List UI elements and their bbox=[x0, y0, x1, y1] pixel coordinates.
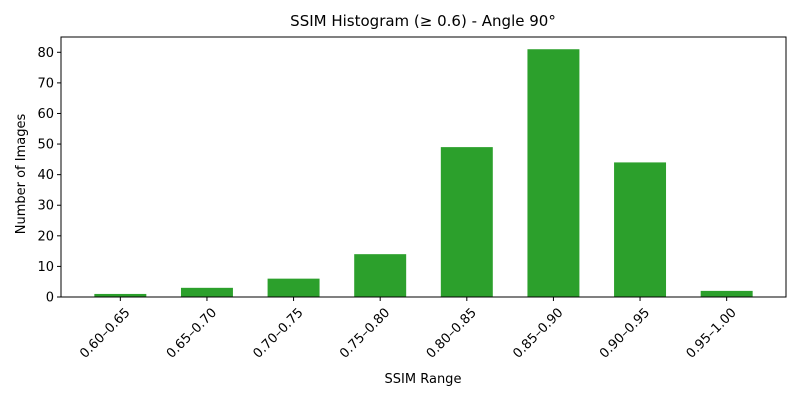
bar-0.90–0.95 bbox=[614, 162, 667, 297]
y-axis: 0 10 20 30 40 50 60 70 80 bbox=[37, 46, 61, 306]
x-axis-label: SSIM Range bbox=[385, 372, 462, 387]
x-tick-label: 0.70–0.75 bbox=[250, 305, 306, 361]
y-tick-label: 40 bbox=[37, 168, 54, 183]
bar-0.70–0.75 bbox=[267, 278, 320, 297]
x-tick-label: 0.85–0.90 bbox=[510, 305, 566, 361]
y-tick-label: 20 bbox=[37, 229, 54, 244]
plot-frame bbox=[60, 36, 787, 298]
y-tick-label: 30 bbox=[37, 199, 54, 214]
x-tick-label: 0.60–0.65 bbox=[77, 305, 133, 361]
y-axis-label: Number of Images bbox=[14, 114, 29, 235]
bar-0.60–0.65 bbox=[94, 293, 147, 297]
bar-0.65–0.70 bbox=[180, 287, 233, 297]
chart-title: SSIM Histogram (≥ 0.6) - Angle 90° bbox=[290, 12, 556, 30]
x-tick-label: 0.75–0.80 bbox=[337, 305, 393, 361]
y-tick-label: 10 bbox=[37, 260, 54, 275]
bars-layer bbox=[94, 49, 753, 298]
x-axis: 0.60–0.65 0.65–0.70 0.70–0.75 0.75–0.80 0.80… bbox=[77, 297, 740, 362]
x-tick-label: 0.65–0.70 bbox=[164, 305, 220, 361]
bar-0.80–0.85 bbox=[440, 147, 493, 297]
x-tick-label: 0.95–1.00 bbox=[684, 305, 740, 361]
y-tick-label: 70 bbox=[37, 76, 54, 91]
bar-0.95–1.00 bbox=[700, 290, 753, 297]
x-tick-label: 0.80–0.85 bbox=[424, 305, 480, 361]
y-tick-label: 0 bbox=[46, 291, 54, 306]
bar-0.85–0.90 bbox=[527, 49, 580, 298]
bar-0.75–0.80 bbox=[354, 254, 407, 297]
x-tick-label: 0.90–0.95 bbox=[597, 305, 653, 361]
y-tick-label: 80 bbox=[37, 46, 54, 61]
y-tick-label: 50 bbox=[37, 138, 54, 153]
y-tick-label: 60 bbox=[37, 107, 54, 122]
